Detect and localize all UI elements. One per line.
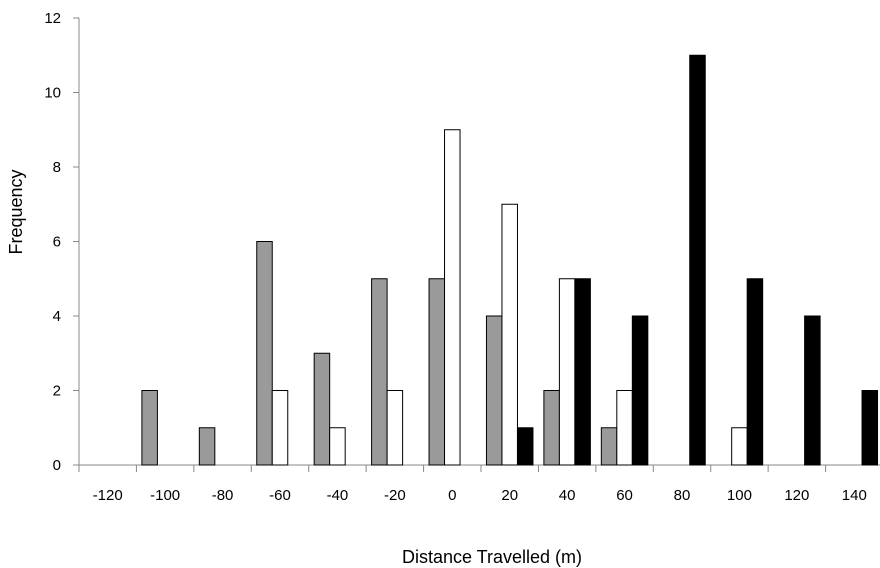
bar bbox=[271, 390, 289, 466]
bar bbox=[804, 315, 821, 466]
bar bbox=[141, 390, 158, 466]
y-axis bbox=[73, 17, 80, 466]
y-tick-labels: 0 2 4 6 8 10 12 bbox=[44, 10, 61, 474]
y-axis-title: Frequency bbox=[6, 169, 26, 254]
y-tick-label: 8 bbox=[53, 159, 61, 176]
y-tick-label: 6 bbox=[53, 234, 61, 251]
x-tick-label: 100 bbox=[727, 487, 752, 504]
bar bbox=[386, 390, 404, 466]
x-tick-label: 20 bbox=[501, 487, 518, 504]
bar bbox=[543, 390, 560, 466]
x-tick-label: 80 bbox=[674, 487, 691, 504]
x-tick-label: 40 bbox=[559, 487, 576, 504]
x-tick-label: 140 bbox=[842, 487, 867, 504]
y-tick-label: 10 bbox=[44, 85, 61, 102]
x-tick-label: -60 bbox=[269, 487, 291, 504]
bar bbox=[558, 278, 576, 466]
x-tick-label: -20 bbox=[384, 487, 406, 504]
x-tick-label: 60 bbox=[616, 487, 633, 504]
bar bbox=[616, 390, 633, 466]
bar bbox=[731, 427, 748, 466]
bar bbox=[485, 315, 503, 466]
bar bbox=[444, 129, 461, 466]
bar bbox=[631, 315, 649, 466]
y-tick-label: 12 bbox=[44, 10, 61, 27]
x-tick-label: -100 bbox=[150, 487, 180, 504]
x-tick-label: 0 bbox=[448, 487, 456, 504]
bar bbox=[371, 278, 388, 466]
bar bbox=[198, 427, 216, 466]
bar bbox=[746, 278, 764, 466]
bar bbox=[689, 54, 706, 466]
bar bbox=[256, 241, 273, 466]
x-tick-labels: -120 -100 -80 -60 -40 -20 0 20 40 60 80 100 120 140 bbox=[93, 487, 867, 504]
x-axis bbox=[78, 464, 880, 472]
x-axis-title: Distance Travelled (m) bbox=[402, 547, 582, 567]
bar bbox=[313, 352, 331, 466]
y-tick-label: 0 bbox=[53, 457, 61, 474]
x-tick-label: 120 bbox=[784, 487, 809, 504]
y-tick-label: 2 bbox=[53, 383, 61, 400]
bar bbox=[861, 390, 879, 466]
x-tick-label: -80 bbox=[212, 487, 234, 504]
bar bbox=[329, 427, 346, 466]
bar bbox=[574, 278, 591, 466]
x-tick-label: -40 bbox=[327, 487, 349, 504]
x-tick-label: -120 bbox=[93, 487, 123, 504]
bar bbox=[600, 427, 618, 466]
bar bbox=[516, 427, 534, 466]
y-tick-label: 4 bbox=[53, 308, 61, 325]
bar bbox=[501, 203, 518, 466]
bar bbox=[428, 278, 446, 466]
bars bbox=[141, 54, 879, 466]
